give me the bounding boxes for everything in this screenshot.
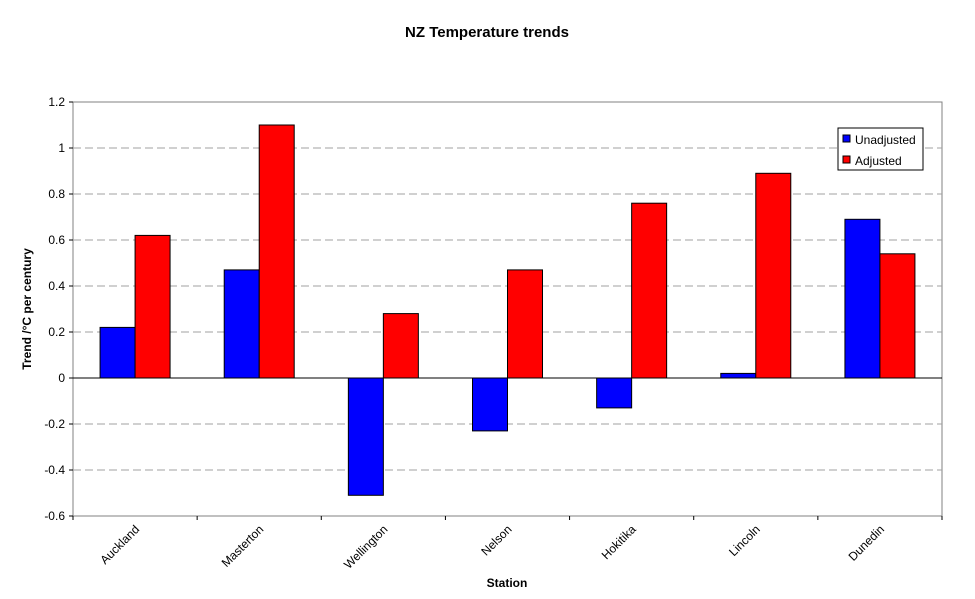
bar-adjusted-nelson [507, 269, 543, 379]
bar-adjusted-wellington [382, 313, 419, 379]
x-tick-label: Wellington [341, 522, 390, 571]
y-tick-label: -0.2 [44, 417, 65, 431]
bar-unadjusted-hokitika [596, 377, 633, 409]
legend: Unadjusted Adjusted [837, 127, 924, 171]
chart-title: NZ Temperature trends [405, 24, 569, 41]
bar-adjusted-hokitika [631, 202, 668, 379]
legend-swatch-unadjusted [842, 134, 851, 143]
x-tick-label: Masterton [219, 522, 267, 570]
bar-unadjusted-dunedin [844, 218, 881, 379]
x-tick-label: Nelson [478, 522, 514, 558]
bar-unadjusted-lincoln [720, 372, 757, 379]
x-axis-ticks: Auckland Masterton Wellington Nelson Hokitik… [72, 516, 943, 572]
y-tick-label: 0 [58, 371, 65, 385]
bar-adjusted-auckland [134, 234, 171, 379]
bar-unadjusted-wellington [347, 377, 384, 496]
y-tick-label: 0.2 [48, 325, 65, 339]
legend-label-adjusted: Adjusted [855, 154, 902, 168]
x-axis-label: Station [487, 576, 528, 590]
gridlines [73, 147, 942, 471]
legend-box [837, 127, 924, 171]
y-tick-label: 0.4 [48, 279, 65, 293]
bar-unadjusted-auckland [99, 326, 136, 379]
x-tick-label: Auckland [97, 522, 142, 567]
legend-label-unadjusted: Unadjusted [855, 133, 916, 147]
y-tick-label: 1.2 [48, 95, 65, 109]
y-tick-label: 1 [58, 141, 65, 155]
y-tick-label: -0.4 [44, 463, 65, 477]
bar-adjusted-dunedin [879, 253, 916, 379]
legend-swatch-adjusted [842, 155, 851, 164]
bars [99, 124, 916, 496]
y-axis-ticks: -0.6 -0.4 -0.2 0 0.2 0.4 0.6 0.8 1 1.2 [44, 95, 73, 523]
x-tick-label: Hokitika [599, 522, 639, 562]
x-tick-label: Lincoln [726, 522, 763, 559]
y-tick-label: 0.8 [48, 187, 65, 201]
y-tick-label: 0.6 [48, 233, 65, 247]
bar-unadjusted-masterton [223, 269, 260, 379]
bar-unadjusted-nelson [472, 377, 508, 432]
x-tick-label: Dunedin [846, 522, 888, 564]
y-tick-label: -0.6 [44, 509, 65, 523]
bar-adjusted-masterton [258, 124, 295, 379]
y-axis-label: Trend /°C per century [20, 248, 34, 370]
bar-adjusted-lincoln [755, 172, 792, 379]
